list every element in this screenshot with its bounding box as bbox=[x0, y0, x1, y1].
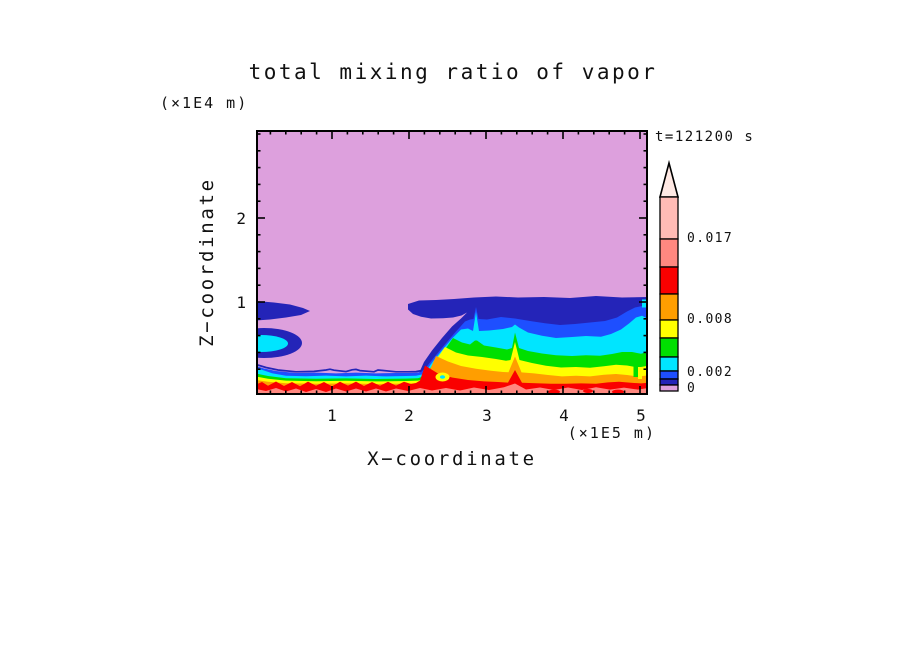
contour-region-red bbox=[256, 365, 648, 395]
colorbar-segment-salmon bbox=[659, 238, 679, 268]
surface-band-navy-line bbox=[256, 363, 423, 373]
x-axis-units-label: (×1E5 m) bbox=[567, 424, 656, 442]
colorbar-segment-red bbox=[659, 266, 679, 295]
colorbar bbox=[658, 160, 680, 392]
colorbar-value-label: 0.008 bbox=[687, 312, 734, 327]
colorbar-segment-orange bbox=[659, 293, 679, 321]
x-axis-title: X−coordinate bbox=[367, 448, 537, 470]
chart-title: total mixing ratio of vapor bbox=[248, 60, 658, 84]
colorbar-segment-navy bbox=[659, 378, 679, 386]
x-tick-label: 3 bbox=[482, 406, 492, 425]
colorbar-value-label: 0.017 bbox=[687, 231, 734, 246]
x-tick-label: 4 bbox=[559, 406, 569, 425]
z-axis-units-label: (×1E4 m) bbox=[160, 94, 249, 112]
z-axis-title: Z−coordinate bbox=[196, 177, 218, 347]
colorbar-segment-green bbox=[659, 337, 679, 358]
red-ground-patch bbox=[583, 389, 593, 393]
time-label: t=121200 s bbox=[655, 129, 755, 145]
z-tick-label: 2 bbox=[236, 209, 246, 228]
surface-cyan-anomaly-core bbox=[439, 375, 446, 379]
red-ground-patch bbox=[548, 389, 560, 394]
x-tick-label: 1 bbox=[327, 406, 337, 425]
colorbar-value-label: 0 bbox=[687, 381, 697, 396]
x-tick-label: 5 bbox=[636, 406, 646, 425]
colorbar-segment-lightpink bbox=[659, 196, 679, 240]
contour-plot bbox=[256, 130, 648, 395]
colorbar-segment-plum bbox=[659, 384, 679, 392]
x-tick-label: 2 bbox=[404, 406, 414, 425]
colorbar-value-label: 0.002 bbox=[687, 365, 734, 380]
colorbar-segment-yellow bbox=[659, 319, 679, 339]
colorbar-segment-blue bbox=[659, 370, 679, 380]
colorbar-segment-cyan bbox=[659, 356, 679, 372]
red-ground-patch bbox=[612, 389, 624, 394]
right-edge-yellow-streak bbox=[638, 367, 642, 379]
colorbar-overflow-arrow bbox=[658, 160, 680, 198]
right-edge-cyan-corner bbox=[642, 299, 648, 308]
right-edge-green-streak bbox=[633, 354, 638, 377]
contour-region-navy-left-band bbox=[256, 301, 310, 321]
left-pocket-cyan-core bbox=[256, 335, 288, 352]
z-tick-label: 1 bbox=[236, 293, 246, 312]
